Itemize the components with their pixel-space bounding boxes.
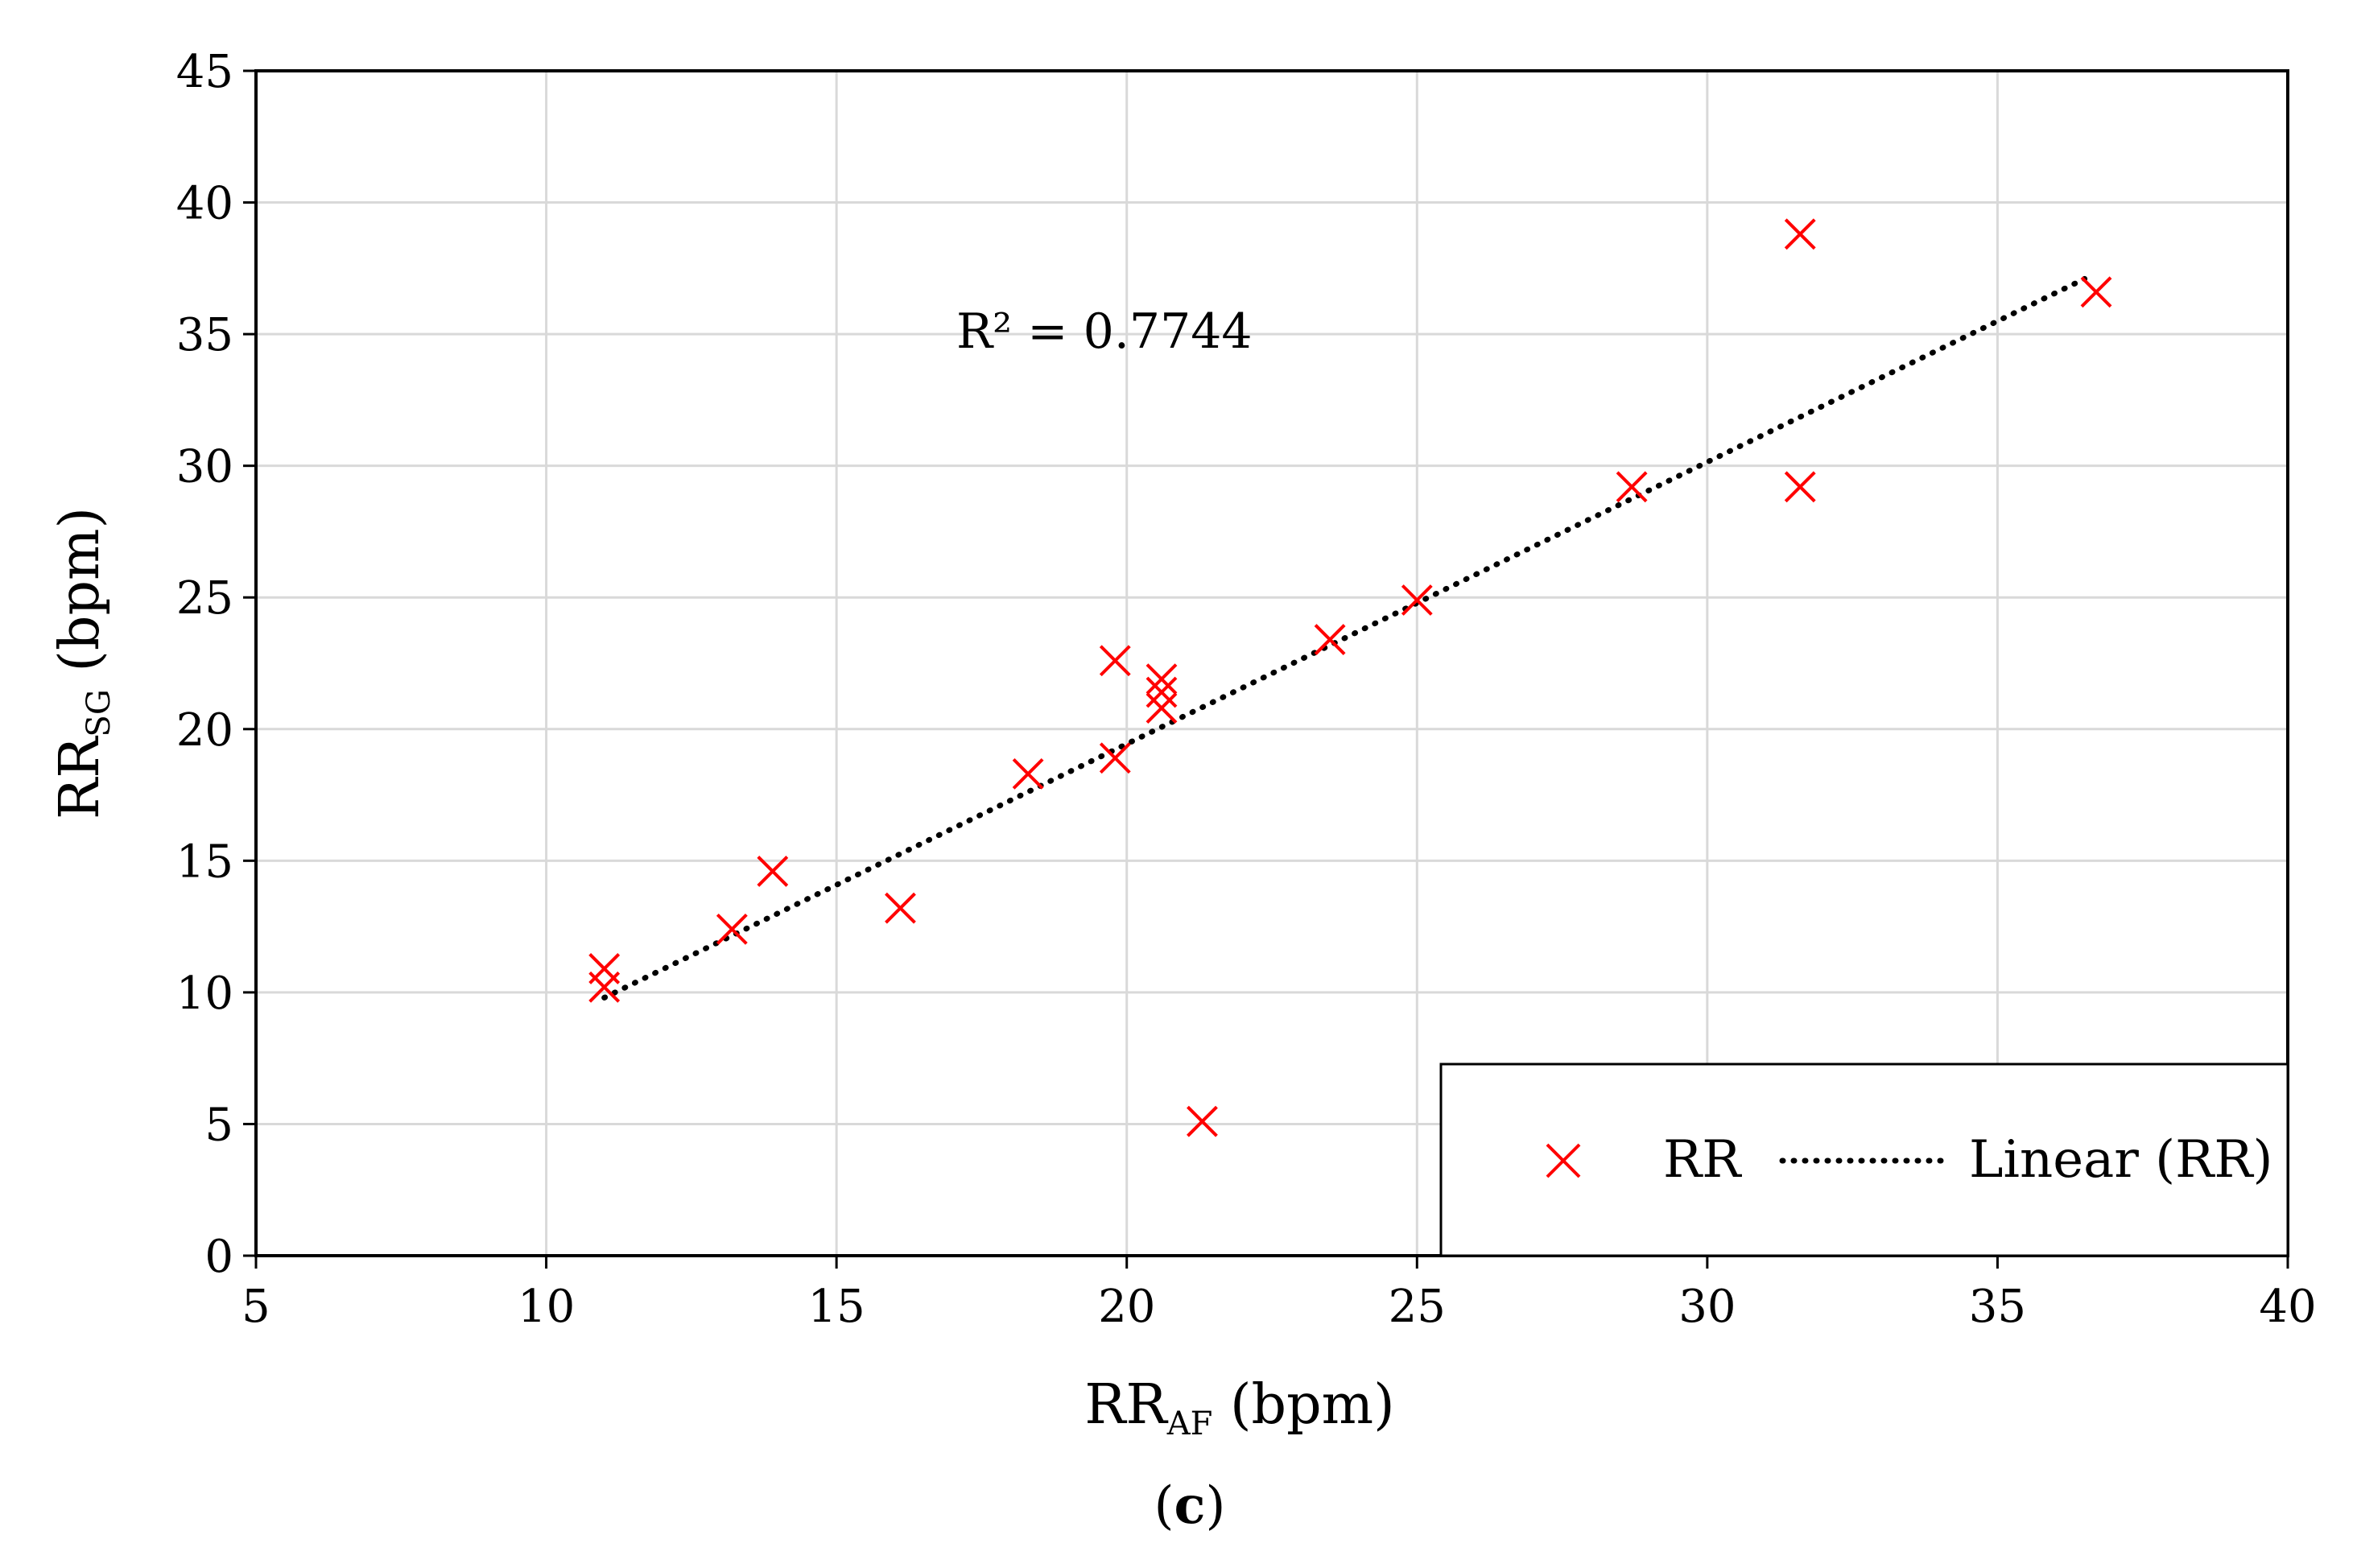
y-tick-label: 20 — [176, 704, 233, 757]
x-tick-label: 5 — [241, 1281, 270, 1333]
caption-letter: c — [1174, 1475, 1206, 1536]
y-axis-title-unit: (bpm) — [48, 507, 112, 689]
y-tick-label: 15 — [176, 836, 233, 888]
y-tick-label: 25 — [176, 572, 233, 625]
linear-trendline — [601, 275, 2088, 1001]
data-point-x-marker — [1187, 1105, 1218, 1137]
y-tick-label: 40 — [176, 178, 233, 230]
data-point-x-marker — [1145, 676, 1178, 708]
y-axis-title-main: RR — [48, 736, 112, 819]
x-tick-label: 35 — [1969, 1281, 2026, 1333]
r-squared-annotation: R² = 0.7744 — [956, 303, 1253, 360]
x-tick-label: 25 — [1389, 1281, 1446, 1333]
y-tick-label: 35 — [176, 309, 233, 361]
x-tick-label: 40 — [2259, 1281, 2316, 1333]
data-point-x-marker — [1401, 584, 1433, 616]
data-points — [588, 218, 2112, 1137]
data-point-x-marker — [1012, 757, 1044, 790]
legend-label-linear: Linear (RR) — [1969, 1130, 2272, 1190]
data-point-x-marker — [1145, 663, 1178, 695]
y-tick-label: 10 — [176, 968, 233, 1020]
y-tick-label: 5 — [204, 1099, 233, 1151]
x-axis-ticks: 5 10 15 20 25 30 35 40 — [241, 1256, 2317, 1333]
x-tick-label: 10 — [518, 1281, 575, 1333]
x-tick-label: 20 — [1098, 1281, 1155, 1333]
data-point-x-marker — [1314, 624, 1346, 655]
x-tick-label: 30 — [1678, 1281, 1736, 1333]
legend-label-rr: RR — [1663, 1130, 1742, 1190]
data-point-x-marker — [588, 953, 621, 984]
x-axis-title-main: RR — [1084, 1373, 1168, 1437]
trendline-group — [601, 275, 2088, 1001]
data-point-x-marker — [1145, 692, 1178, 724]
data-point-x-marker — [1784, 471, 1816, 503]
y-axis-title-subscript: SG — [80, 689, 118, 737]
y-axis-title: RRSG (bpm) — [48, 507, 118, 819]
data-point-x-marker — [885, 892, 916, 924]
data-point-x-marker — [2080, 276, 2112, 308]
x-axis-title: RRAF (bpm) — [1084, 1373, 1394, 1442]
data-point-x-marker — [1784, 218, 1816, 250]
legend-marker-x-icon — [1546, 1143, 1581, 1178]
x-tick-label: 15 — [808, 1281, 865, 1333]
data-point-x-marker — [1099, 645, 1131, 677]
data-point-x-marker — [716, 913, 748, 945]
data-point-x-marker — [1616, 471, 1648, 503]
x-axis-title-subscript: AF — [1166, 1405, 1213, 1442]
plot-area-frame — [254, 69, 2289, 1257]
x-axis-title-unit: (bpm) — [1212, 1373, 1394, 1437]
y-tick-label: 45 — [176, 46, 233, 98]
legend: RR Linear (RR) — [1439, 1063, 2289, 1257]
y-tick-label: 0 — [204, 1231, 233, 1283]
y-tick-label: 30 — [176, 441, 233, 493]
data-point-x-marker — [1099, 742, 1131, 774]
caption-close-paren: ) — [1205, 1476, 1225, 1536]
data-point-x-marker — [757, 856, 789, 887]
y-axis-ticks: 0 5 10 15 20 25 30 35 40 45 — [176, 46, 256, 1283]
caption-open-paren: ( — [1154, 1476, 1174, 1536]
figure-caption: (c) — [1154, 1475, 1226, 1536]
